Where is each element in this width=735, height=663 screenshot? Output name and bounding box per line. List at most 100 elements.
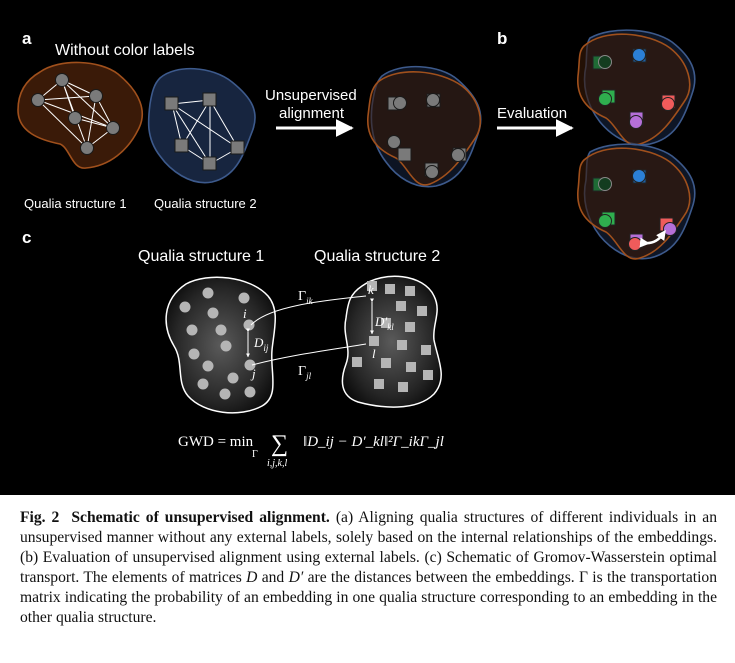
- node: [426, 93, 440, 107]
- evaluation-label: Evaluation: [497, 105, 567, 122]
- node: [68, 111, 82, 125]
- d-ij-label: Dij: [253, 335, 269, 353]
- point: [396, 301, 406, 311]
- node: [31, 93, 45, 107]
- structure-2-label: Qualia structure 2: [154, 196, 257, 211]
- marker: [663, 222, 677, 236]
- marker: [661, 97, 675, 111]
- panel-c-structure-2-label: Qualia structure 2: [314, 248, 440, 265]
- point: [417, 306, 427, 316]
- caption-text-b: (b) Evaluation of unsupervised alignment…: [20, 549, 420, 566]
- node: [106, 121, 120, 135]
- point: [215, 324, 227, 336]
- point: [405, 322, 415, 332]
- qualia-structure-2-blob: [147, 67, 256, 184]
- figure-svg: a Without color labels: [17, 29, 696, 469]
- structure-2-nodes: [164, 92, 245, 171]
- point: [202, 287, 214, 299]
- node: [451, 148, 465, 162]
- point: [220, 340, 232, 352]
- point: [405, 286, 415, 296]
- marker: [632, 169, 646, 183]
- point: [227, 372, 239, 384]
- figure-caption: Fig. 2 Schematic of unsupervised alignme…: [0, 495, 735, 663]
- point: [381, 358, 391, 368]
- formula-min-sub: Γ: [252, 449, 258, 460]
- gw-structure-2: [341, 275, 442, 408]
- formula-lhs: GWD = min: [178, 434, 254, 450]
- node: [89, 89, 103, 103]
- point: [197, 378, 209, 390]
- node: [202, 156, 217, 171]
- gw-structure-1-points: [179, 287, 256, 400]
- node: [230, 140, 245, 155]
- point-j: j: [250, 366, 256, 381]
- point: [219, 388, 231, 400]
- point: [352, 357, 362, 367]
- point: [207, 307, 219, 319]
- marker: [598, 55, 612, 69]
- gamma-jl-label: Γjl: [298, 364, 312, 381]
- marker: [629, 115, 643, 129]
- point: [243, 319, 255, 331]
- caption-text-c-1: (c) Schematic of Gromov-Wasserstein opti…: [20, 549, 717, 586]
- formula-rhs: ‖D_ij − D′_kl‖²Γ_ikΓ_jl: [303, 434, 444, 450]
- node: [55, 73, 69, 87]
- formula-sum-sub: i,j,k,l: [267, 458, 287, 469]
- gwd-formula: GWD = min Γ ∑ i,j,k,l ‖D_ij − D′_kl‖²Γ_i…: [178, 431, 444, 469]
- point: [381, 318, 391, 328]
- structure-1-nodes: [31, 73, 120, 155]
- point: [406, 362, 416, 372]
- marker: [598, 92, 612, 106]
- node: [202, 92, 217, 107]
- gamma-jl-arc: [251, 343, 367, 366]
- point: [186, 324, 198, 336]
- swap-arrow: [639, 229, 666, 248]
- point-l: l: [372, 346, 376, 361]
- point: [238, 292, 250, 304]
- point: [369, 336, 379, 346]
- figure: a Without color labels: [17, 29, 696, 469]
- caption-paragraph: Fig. 2 Schematic of unsupervised alignme…: [20, 508, 717, 628]
- caption-and: and: [261, 569, 285, 586]
- panel-c-structure-1-label: Qualia structure 1: [138, 248, 264, 265]
- aligned-structures: [367, 65, 482, 188]
- panel-b-label: b: [497, 29, 507, 48]
- marker: [598, 177, 612, 191]
- alignment-label-line1: Unsupervised: [265, 87, 357, 104]
- point: [202, 360, 214, 372]
- point: [374, 379, 384, 389]
- alignment-label-line2: alignment: [279, 105, 345, 122]
- d-kl-label: D′kl: [374, 314, 394, 332]
- node: [425, 165, 439, 179]
- caption-text-c-2: are the distances between the embeddings…: [20, 569, 718, 626]
- point: [385, 284, 395, 294]
- gamma-ik-arc: [250, 295, 367, 326]
- point: [398, 382, 408, 392]
- structure-1-label: Qualia structure 1: [24, 196, 127, 211]
- caption-d-prime: D′: [288, 569, 304, 586]
- panel-a-label: a: [22, 29, 32, 48]
- point: [423, 370, 433, 380]
- node: [174, 138, 189, 153]
- node: [397, 147, 412, 162]
- point: [244, 359, 256, 371]
- point-k: k: [368, 282, 374, 297]
- evaluation-swapped: [577, 143, 696, 260]
- point: [421, 345, 431, 355]
- node: [387, 135, 401, 149]
- gw-structure-2-points: [352, 281, 433, 392]
- panel-c-label: c: [22, 228, 31, 247]
- point: [244, 386, 256, 398]
- caption-label: Fig. 2: [20, 509, 60, 526]
- point-i: i: [243, 306, 247, 321]
- point: [397, 340, 407, 350]
- node: [80, 141, 94, 155]
- evaluation-correct: [577, 29, 696, 146]
- marker: [628, 237, 642, 251]
- panel-a-title: Without color labels: [55, 42, 195, 59]
- marker: [598, 214, 612, 228]
- caption-d: D: [246, 569, 258, 586]
- gamma-ik-label: Γik: [298, 289, 314, 306]
- caption-text-a: (a) Aligning qualia structures of differ…: [20, 509, 718, 546]
